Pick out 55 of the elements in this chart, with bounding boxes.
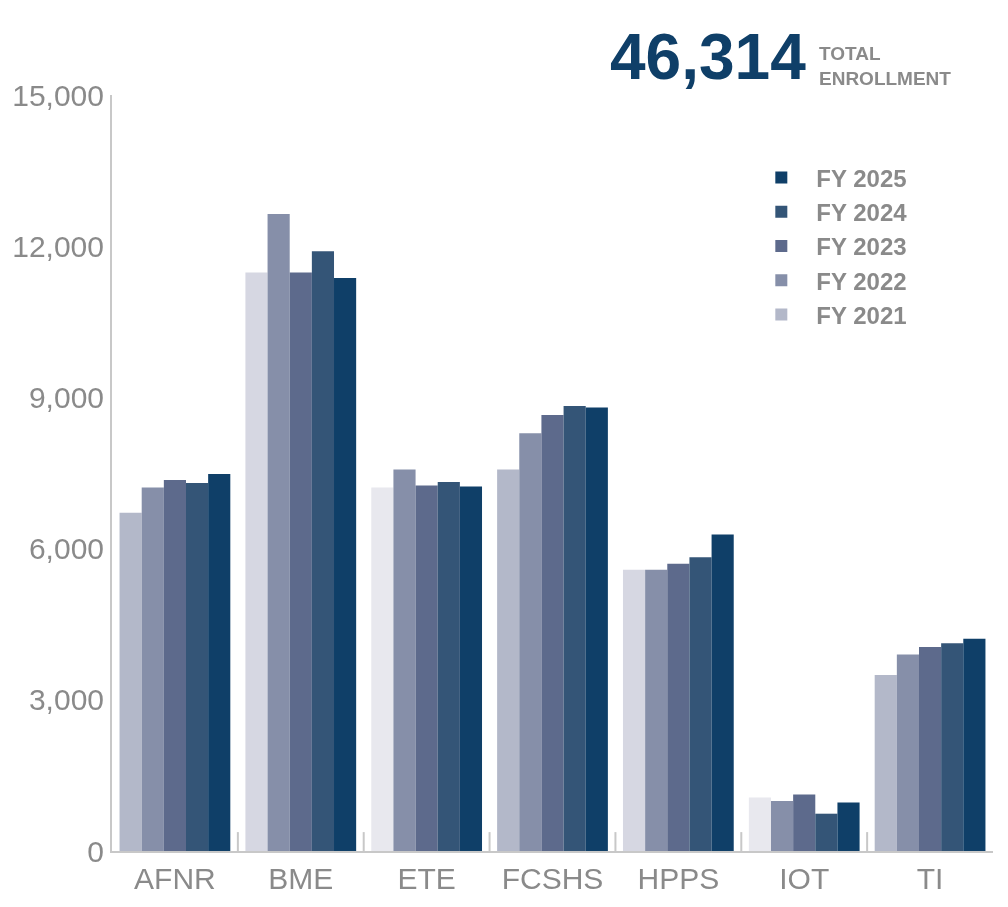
bar [689, 557, 712, 851]
bar [896, 654, 919, 851]
x-tick-label: HPPS [637, 862, 720, 895]
legend-label: FY 2023 [816, 233, 907, 261]
x-tick-label: TI [916, 862, 944, 895]
x-tick-label: ETE [397, 862, 456, 895]
y-tick-label: 12,000 [12, 229, 104, 263]
bar [163, 480, 186, 851]
bar [245, 272, 268, 851]
bar [711, 534, 734, 851]
bar [770, 801, 794, 851]
bar [311, 251, 335, 851]
bar [622, 569, 646, 851]
legend-label: FY 2025 [816, 164, 907, 192]
legend-label: FY 2021 [816, 301, 907, 329]
bar [289, 272, 312, 851]
bar [793, 794, 816, 851]
y-tick-label: 9,000 [28, 380, 104, 414]
y-tick-label: 6,000 [28, 532, 104, 566]
bar [267, 213, 290, 851]
chart-subtitle: TOTAL ENROLLMENT [819, 43, 952, 89]
bar [415, 485, 438, 851]
bar [941, 643, 964, 851]
bar [667, 563, 690, 851]
bar [919, 646, 942, 851]
bar [497, 469, 520, 851]
bar [334, 277, 357, 851]
bar [837, 802, 860, 851]
bar [141, 487, 164, 851]
bar [563, 405, 586, 851]
x-tick-label: AFNR [134, 862, 216, 895]
bar [371, 487, 394, 851]
bar [208, 474, 231, 851]
bar [186, 483, 209, 851]
legend-label: FY 2024 [816, 199, 908, 227]
bar [963, 638, 986, 851]
bar [541, 415, 564, 851]
legend-label: FY 2022 [816, 267, 907, 295]
x-tick-label: IOT [779, 862, 830, 895]
y-tick-label: 3,000 [28, 683, 104, 717]
bar [874, 675, 897, 851]
x-tick-label: FCSHS [501, 862, 604, 895]
y-tick-label: 15,000 [12, 78, 104, 112]
bar [519, 433, 542, 851]
bar [459, 486, 483, 851]
x-tick-label: BME [268, 862, 334, 895]
bar [815, 813, 838, 851]
bar [585, 407, 608, 851]
bar [119, 512, 142, 851]
bar [393, 469, 416, 851]
bar [437, 482, 460, 851]
bar [645, 569, 668, 851]
bar [748, 797, 771, 851]
chart-title: 46,314 [610, 21, 807, 93]
y-tick-label: 0 [87, 834, 104, 868]
